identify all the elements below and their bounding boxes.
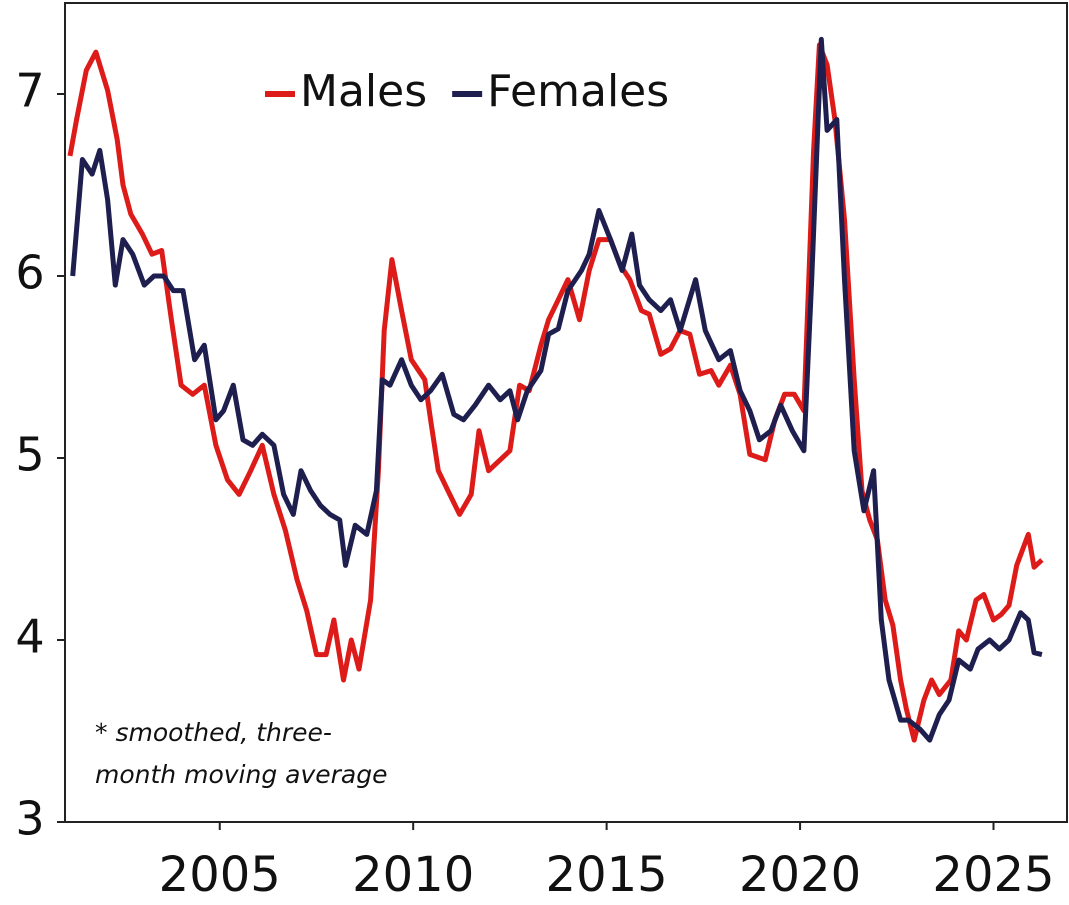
x-tick-label: 2005 <box>159 847 281 903</box>
y-tick-label: 6 <box>15 246 44 300</box>
legend-label: Females <box>487 66 669 117</box>
y-tick-label: 3 <box>15 792 44 846</box>
series-line <box>67 42 1044 743</box>
x-tick-label: 2015 <box>546 847 668 903</box>
legend-label: Males <box>300 66 427 117</box>
x-tick-label: 2025 <box>932 847 1054 903</box>
plot-frame <box>64 2 1068 823</box>
x-tick-label: 2020 <box>739 847 861 903</box>
x-tick-label: 2010 <box>352 847 474 903</box>
annotation: * smoothed, three-month moving average <box>95 718 388 789</box>
series-line <box>70 36 1043 743</box>
y-tick-label: 4 <box>15 610 44 664</box>
y-tick-label: 7 <box>15 64 44 118</box>
y-tick-label: 5 <box>15 428 44 482</box>
